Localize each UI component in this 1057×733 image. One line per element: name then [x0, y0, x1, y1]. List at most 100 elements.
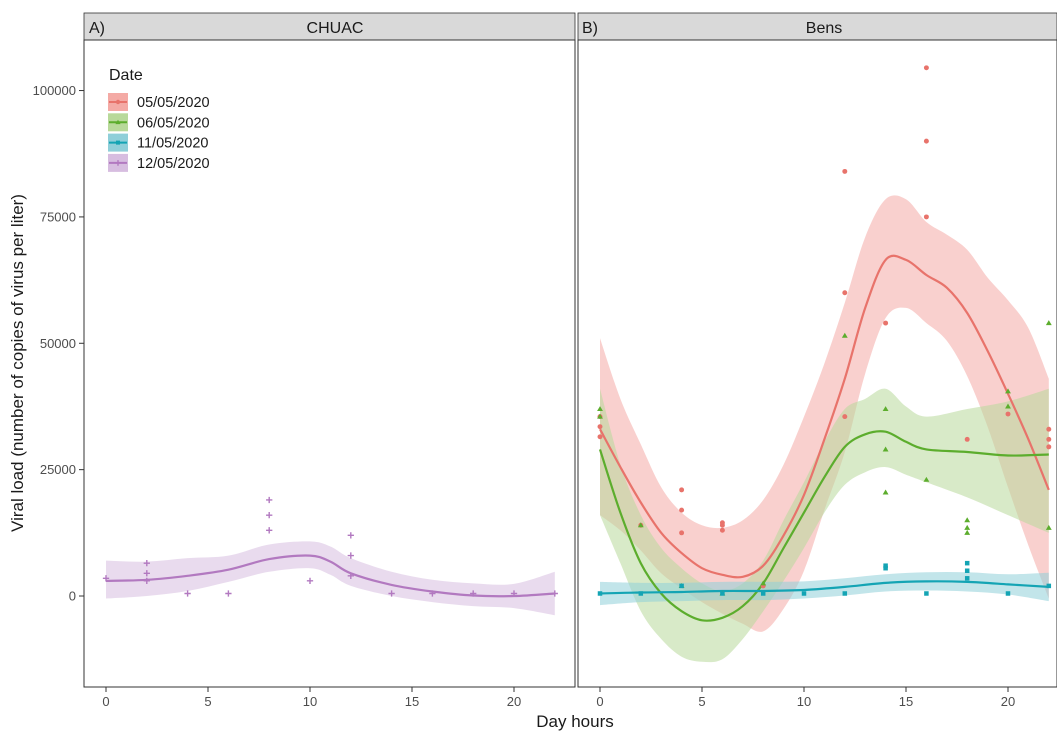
data-point-12-05-2020	[347, 552, 354, 559]
data-point-06-05-2020	[1045, 524, 1052, 530]
legend-marker-05-05-2020	[115, 99, 121, 105]
x-tick-label: 20	[1001, 694, 1015, 709]
data-point-06-05-2020	[964, 529, 971, 535]
data-point-12-05-2020	[470, 590, 477, 597]
panel-b-title: Bens	[806, 20, 842, 37]
data-point-05-05-2020	[679, 507, 685, 513]
data-point-06-05-2020	[841, 332, 848, 338]
legend-marker-12-05-2020	[115, 160, 121, 166]
data-point-05-05-2020	[923, 65, 929, 71]
data-point-11-05-2020	[760, 591, 766, 596]
panel-b-lines	[598, 254, 1050, 622]
data-point-12-05-2020	[510, 590, 518, 597]
panel-a-tag: A)	[89, 20, 105, 37]
y-axis-label: Viral load (number of copies of virus pe…	[8, 194, 27, 532]
legend: Date 05/05/2020 06/05/2020 11/05/2020 12/05…	[108, 67, 210, 172]
panel-a-title: CHUAC	[307, 20, 364, 37]
y-tick-label: 50000	[40, 336, 76, 351]
data-point-05-05-2020	[883, 320, 889, 326]
data-point-12-05-2020	[184, 590, 191, 597]
data-point-06-05-2020	[597, 406, 603, 412]
data-point-12-05-2020	[266, 496, 273, 504]
data-point-06-05-2020	[1005, 388, 1011, 394]
trend-line-11-05-2020	[599, 580, 1049, 595]
data-point-11-05-2020	[1005, 591, 1011, 596]
data-point-12-05-2020	[551, 590, 558, 597]
data-point-11-05-2020	[801, 591, 807, 596]
data-point-05-05-2020	[719, 527, 725, 533]
legend-marker-11-05-2020	[116, 140, 120, 145]
data-point-12-05-2020	[143, 570, 150, 577]
data-point-06-05-2020	[964, 517, 971, 523]
data-point-05-05-2020	[964, 436, 970, 442]
confidence-band-05-05-2020	[600, 195, 1049, 632]
x-tick-label: 0	[102, 694, 109, 709]
panel-chuac: A) CHUAC 0 25000 50000 75000 100000 0 5 10 15 20	[33, 12, 576, 709]
y-tick-label: 25000	[40, 462, 76, 477]
data-point-11-05-2020	[679, 583, 684, 589]
panel-a-x-axis: 0 5 10 15 20	[102, 687, 521, 709]
panel-a-points	[102, 496, 558, 597]
data-point-12-05-2020	[388, 590, 395, 597]
data-point-06-05-2020	[882, 446, 889, 452]
legend-label-05-05-2020: 05/05/2020	[137, 95, 210, 111]
legend-label-06-05-2020: 06/05/2020	[137, 115, 210, 131]
x-tick-label: 15	[405, 694, 419, 709]
y-tick-label: 75000	[40, 209, 76, 224]
x-tick-label: 0	[596, 694, 603, 709]
panel-a-strip	[83, 12, 576, 41]
panel-a-bands	[106, 541, 555, 616]
legend-label-11-05-2020: 11/05/2020	[137, 136, 209, 152]
data-point-11-05-2020	[842, 591, 848, 596]
data-point-06-05-2020	[1005, 403, 1011, 409]
data-point-12-05-2020	[143, 577, 150, 585]
panel-b-x-axis: 0 5 10 15 20	[596, 687, 1015, 709]
data-point-05-05-2020	[1046, 444, 1052, 450]
data-point-05-05-2020	[1046, 436, 1052, 442]
data-point-05-05-2020	[597, 434, 603, 440]
y-tick-label: 0	[69, 589, 76, 604]
data-point-12-05-2020	[143, 560, 150, 567]
legend-title: Date	[109, 67, 143, 84]
data-point-12-05-2020	[306, 577, 314, 585]
panel-b-strip	[577, 12, 1057, 41]
panel-b-points	[597, 65, 1052, 596]
data-point-12-05-2020	[225, 590, 232, 597]
data-point-05-05-2020	[842, 290, 848, 296]
panel-bens: B) Bens 0 5 10 15 20	[577, 12, 1057, 709]
data-point-06-05-2020	[923, 476, 930, 482]
data-point-05-05-2020	[842, 414, 848, 420]
data-point-05-05-2020	[1046, 426, 1052, 432]
data-point-05-05-2020	[1005, 411, 1011, 417]
data-point-06-05-2020	[760, 580, 767, 586]
data-point-05-05-2020	[923, 214, 929, 220]
x-axis-label: Day hours	[536, 712, 613, 731]
x-tick-label: 20	[507, 694, 521, 709]
data-point-05-05-2020	[679, 487, 685, 493]
data-point-12-05-2020	[102, 575, 110, 582]
x-tick-label: 15	[899, 694, 913, 709]
trend-line-06-05-2020	[598, 430, 1049, 622]
data-point-06-05-2020	[882, 406, 889, 412]
data-point-05-05-2020	[719, 522, 725, 528]
data-point-11-05-2020	[638, 591, 644, 596]
y-axis: 0 25000 50000 75000 100000	[33, 83, 84, 604]
data-point-05-05-2020	[842, 168, 848, 174]
data-point-06-05-2020	[637, 522, 644, 528]
data-point-12-05-2020	[429, 590, 436, 597]
data-point-06-05-2020	[964, 524, 971, 530]
data-point-11-05-2020	[1046, 583, 1052, 589]
y-tick-label: 100000	[33, 83, 76, 98]
x-tick-label: 10	[303, 694, 317, 709]
data-point-11-05-2020	[964, 576, 970, 581]
data-point-11-05-2020	[883, 563, 888, 568]
data-point-11-05-2020	[924, 591, 929, 596]
data-point-12-05-2020	[266, 511, 273, 519]
data-point-11-05-2020	[720, 591, 725, 596]
data-point-06-05-2020	[1045, 320, 1052, 326]
data-point-05-05-2020	[597, 424, 603, 430]
panel-b-tag: B)	[582, 20, 598, 37]
data-point-12-05-2020	[347, 532, 354, 539]
trend-line-05-05-2020	[599, 254, 1050, 579]
